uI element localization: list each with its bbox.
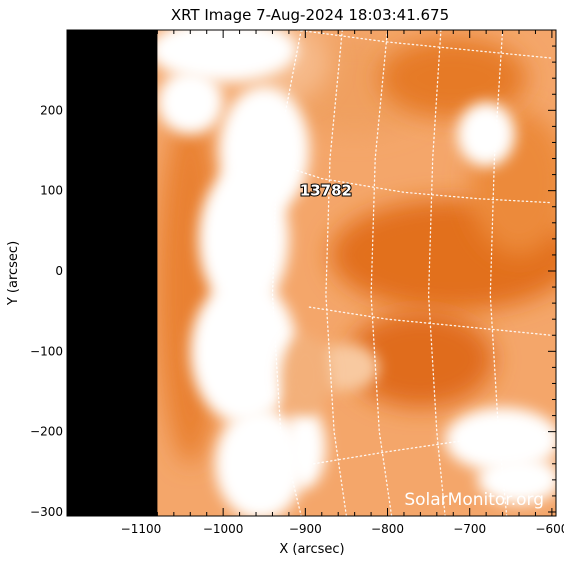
off-disk-region bbox=[67, 30, 158, 516]
heliographic-grid bbox=[271, 30, 553, 516]
y-tick-label: 0 bbox=[55, 264, 63, 278]
y-tick-label: 200 bbox=[40, 103, 63, 117]
emission-region-17 bbox=[313, 343, 380, 392]
emission-region-9 bbox=[198, 166, 289, 312]
x-axis-label: X (arcsec) bbox=[279, 542, 344, 557]
x-tick-label: −1000 bbox=[203, 522, 244, 536]
emission-region-15 bbox=[445, 407, 556, 472]
plot-area bbox=[67, 30, 556, 516]
y-tick-label: −200 bbox=[30, 425, 63, 439]
x-tick-label: −700 bbox=[453, 522, 486, 536]
chart-title: XRT Image 7-Aug-2024 18:03:41.675 bbox=[171, 6, 449, 24]
emission-region-11 bbox=[214, 407, 306, 516]
y-tick-label: −100 bbox=[30, 344, 63, 358]
x-tick-label: −900 bbox=[289, 522, 322, 536]
emission-region-4 bbox=[379, 38, 528, 119]
longitude-line-4 bbox=[489, 30, 508, 516]
longitude-line-2 bbox=[370, 30, 393, 516]
y-tick-label: −300 bbox=[30, 505, 63, 519]
y-axis-label: Y (arcsec) bbox=[6, 241, 21, 306]
emission-region-12 bbox=[284, 407, 326, 488]
axis-ticks: −1100−1000−900−800−700−600−300−200−10001… bbox=[30, 30, 564, 536]
emission-region-16 bbox=[477, 455, 556, 504]
x-tick-label: −800 bbox=[371, 522, 404, 536]
latitude-line-1 bbox=[271, 161, 553, 204]
y-tick-label: 100 bbox=[40, 184, 63, 198]
emission-region-14 bbox=[457, 102, 515, 167]
emission-region-1 bbox=[346, 311, 495, 408]
emission-region-7 bbox=[149, 30, 298, 83]
plot-frame bbox=[66, 29, 557, 517]
x-tick-label: −600 bbox=[535, 522, 564, 536]
emission-region-13 bbox=[157, 70, 224, 135]
longitude-line-3 bbox=[427, 30, 446, 516]
latitude-line-0 bbox=[296, 30, 553, 59]
longitude-line-1 bbox=[325, 30, 348, 516]
emission-region-10 bbox=[190, 279, 298, 424]
solarmonitor-watermark: SolarMonitor.org bbox=[404, 490, 544, 510]
latitude-line-2 bbox=[308, 306, 553, 336]
active-region-label: 13782 bbox=[300, 182, 352, 200]
latitude-line-3 bbox=[312, 431, 553, 465]
x-tick-label: −1100 bbox=[121, 522, 162, 536]
emission-region-18 bbox=[280, 335, 330, 416]
longitude-line-0 bbox=[271, 30, 302, 516]
coronal-texture bbox=[149, 30, 556, 516]
